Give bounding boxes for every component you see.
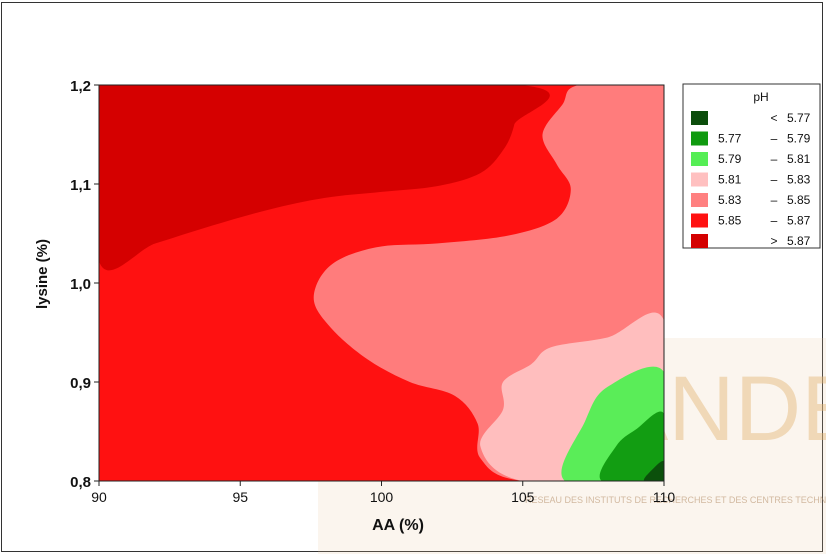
legend-entry: 5.85 –5.87: [691, 213, 811, 228]
legend-operator: –: [771, 214, 778, 228]
legend-high: 5.87: [787, 234, 811, 248]
contour-region-1: [99, 85, 550, 271]
legend-high: 5.81: [787, 152, 811, 166]
contour-regions: [99, 85, 664, 481]
legend-swatch: [691, 213, 708, 228]
y-tick-label: 1,2: [70, 78, 91, 95]
legend-operator: –: [771, 152, 778, 166]
legend-low: 5.77: [718, 132, 742, 146]
legend-swatch: [691, 193, 708, 207]
legend-low: 5.81: [718, 173, 742, 187]
legend-high: 5.85: [787, 193, 811, 207]
y-tick-label: 0,8: [70, 474, 91, 491]
legend-high: 5.79: [787, 132, 811, 146]
x-tick-label: 100: [370, 489, 394, 505]
legend-swatch: [691, 152, 708, 166]
legend-swatch: [691, 131, 708, 146]
y-tick-label: 1,0: [70, 276, 91, 293]
legend-entries: <5.775.77–5.795.79–5.815.81–5.835.83–5.8…: [691, 111, 811, 248]
legend-high: 5.83: [787, 173, 811, 187]
y-tick-label: 0,9: [70, 375, 91, 392]
legend-operator: <: [770, 111, 777, 125]
legend-entry: <5.77: [691, 111, 811, 125]
legend-entry: 5.77 –5.79: [691, 131, 811, 146]
x-tick-label: 105: [511, 489, 535, 505]
legend-swatch: [691, 234, 708, 248]
axis-ticks: 90 95 100 105 110 0,8 0,9 1,0 1,1 1,2: [70, 78, 675, 505]
legend-operator: –: [771, 193, 778, 207]
legend-operator: –: [771, 173, 778, 187]
legend-entry: 5.79 –5.81: [691, 152, 811, 166]
legend: pH <5.775.77–5.795.79–5.815.81–5.835.83–…: [682, 83, 821, 249]
x-tick-label: 110: [653, 489, 676, 505]
legend-operator: >: [770, 234, 777, 248]
x-tick-label: 95: [232, 489, 248, 505]
contour-region-5: [599, 411, 664, 481]
y-axis-label: lysine (%): [34, 239, 51, 309]
x-axis-label: AA (%): [372, 517, 424, 534]
legend-title: pH: [753, 90, 768, 104]
legend-entry: 5.83 –5.85: [691, 193, 811, 207]
y-tick-label: 1,1: [70, 177, 91, 194]
legend-swatch: [691, 172, 708, 187]
legend-low: 5.83: [718, 193, 742, 207]
legend-swatch: [691, 111, 708, 125]
legend-low: 5.79: [718, 152, 742, 166]
legend-entry: >5.87: [691, 234, 811, 248]
legend-high: 5.87: [787, 214, 811, 228]
legend-entry: 5.81 –5.83: [691, 172, 811, 187]
legend-high: 5.77: [787, 111, 811, 125]
legend-operator: –: [771, 132, 778, 146]
x-tick-label: 90: [91, 489, 107, 505]
contour-region-6: [643, 460, 664, 481]
watermark-subtext: RESEAU DES INSTITUTS DE RECHERCHES ET DE…: [525, 495, 826, 505]
legend-low: 5.85: [718, 214, 742, 228]
